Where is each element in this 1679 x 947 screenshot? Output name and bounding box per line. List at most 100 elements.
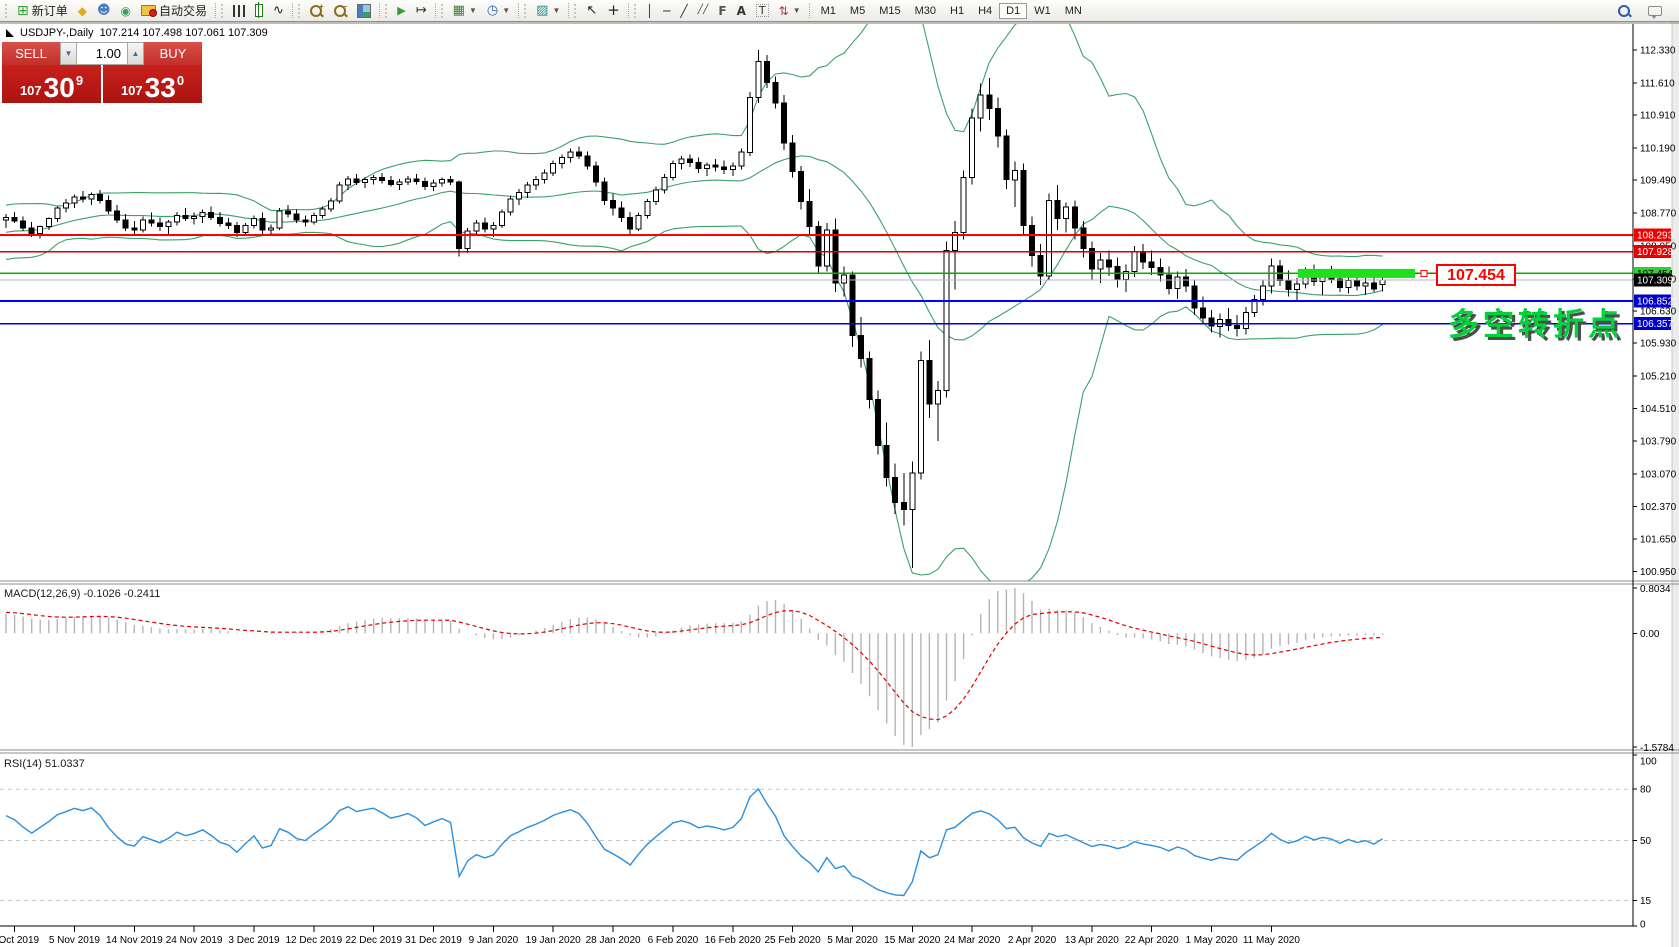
buy-price-pip: 0 [176, 73, 185, 88]
periods-icon: ◷ [486, 3, 499, 18]
price-axis[interactable]: 112.330 111.610 110.910 110.190 109.490 108.7… [1633, 46, 1677, 931]
buy-price-button[interactable]: 107 33 0 [103, 65, 202, 103]
crosshair-button[interactable]: + [602, 0, 625, 21]
chart-shift-icon: ↦ [415, 3, 427, 18]
cursor-button[interactable]: ↖ [581, 0, 602, 21]
timeframe-m30[interactable]: M30 [914, 4, 936, 17]
community-button[interactable]: ☻ [92, 0, 116, 21]
trend-segment[interactable] [1298, 268, 1415, 278]
zoom-out-icon [333, 4, 346, 17]
autotrade-button[interactable]: 自动交易 [136, 0, 212, 21]
gold-icon: ◆ [77, 3, 87, 18]
new-chart-icon: ▦ [452, 3, 465, 18]
toolbar-right-icons [1613, 0, 1667, 21]
svg-text:101.650: 101.650 [1640, 535, 1677, 546]
volume-input[interactable]: 1.00 [77, 42, 127, 65]
svg-text:9 Jan 2020: 9 Jan 2020 [469, 935, 519, 946]
volume-decrease-button[interactable]: ▼ [60, 42, 77, 65]
svg-text:1 May 2020: 1 May 2020 [1185, 935, 1238, 946]
toolbar-search-button[interactable] [1613, 0, 1635, 21]
candle-chart-icon [255, 2, 264, 18]
new-order-button[interactable]: ⊞ 新订单 [12, 0, 73, 21]
candlestick-button[interactable] [250, 0, 268, 21]
svg-text:5 Nov 2019: 5 Nov 2019 [49, 935, 101, 946]
text-label-icon: T [755, 4, 769, 17]
line-chart-button[interactable]: ∿ [268, 0, 289, 21]
timeframe-m5[interactable]: M5 [849, 4, 866, 17]
svg-text:19 Jan 2020: 19 Jan 2020 [526, 935, 581, 946]
sell-price-pip: 9 [75, 73, 84, 88]
chat-icon [1648, 5, 1662, 19]
channel-button[interactable]: ╱╱ [693, 0, 714, 21]
zoom-out-button[interactable]: − [329, 0, 353, 21]
trendline-button[interactable]: ╱ [675, 0, 692, 21]
chart-symbol-period: USDJPY-,Daily [20, 27, 94, 39]
channel-icon: ╱╱ [697, 5, 709, 15]
svg-text:110.190: 110.190 [1640, 144, 1676, 155]
chevron-down-icon: ▼ [552, 6, 561, 15]
svg-text:109.490: 109.490 [1640, 176, 1677, 187]
text-button[interactable]: A [732, 0, 751, 21]
toolbar-grip [221, 3, 225, 18]
buy-price-big: 33 [144, 71, 176, 103]
toolbar-separator [434, 3, 437, 18]
zoom-out-icon-badge: − [342, 2, 348, 11]
toolbar-grip [574, 3, 578, 18]
toolbar-grip [297, 3, 302, 18]
zoom-in-button[interactable]: + [305, 0, 329, 21]
arrows-button[interactable]: ⇅ ▼ [774, 0, 806, 21]
svg-text:102.370: 102.370 [1640, 502, 1677, 513]
svg-text:7 Oct 2019: 7 Oct 2019 [0, 935, 39, 946]
new-chart-button[interactable]: ▦ ▼ [448, 0, 482, 21]
text-label-button[interactable]: T [751, 0, 774, 21]
toolbar-separator [808, 3, 811, 18]
timeframe-h1[interactable]: H1 [950, 4, 965, 17]
tile-windows-icon [357, 3, 372, 18]
gold-button[interactable]: ◆ [73, 0, 92, 21]
one-click-collapse-icon[interactable] [6, 29, 14, 37]
timeframe-h4[interactable]: H4 [978, 4, 993, 17]
chart-canvas[interactable]: 107.454多空转折点多空转折点112.330111.610110.91011… [0, 22, 1679, 947]
toolbar-chat-button[interactable] [1643, 0, 1667, 21]
bar-chart-button[interactable] [228, 0, 250, 21]
rsi-panel [0, 787, 1633, 901]
tile-windows-button[interactable] [352, 0, 376, 21]
svg-text:2 Apr 2020: 2 Apr 2020 [1008, 935, 1057, 946]
auto-scroll-button[interactable]: ▶ [392, 0, 410, 21]
svg-text:-1.5784: -1.5784 [1640, 743, 1674, 754]
svg-text:15 Mar 2020: 15 Mar 2020 [884, 935, 941, 946]
sell-price-button[interactable]: 107 30 9 [2, 65, 101, 103]
panel-borders [0, 22, 1679, 927]
broadcast-button[interactable]: ◉ [116, 0, 136, 21]
zoom-in-icon [309, 4, 322, 17]
text-icon: A [736, 3, 746, 18]
toolbar-separator [518, 3, 520, 18]
vline-icon: │ [645, 3, 654, 18]
vline-button[interactable]: │ [641, 0, 658, 21]
periods-button[interactable]: ◷ ▼ [482, 0, 515, 21]
timeframe-m1[interactable]: M1 [820, 4, 836, 17]
fibonacci-button[interactable]: F [713, 0, 731, 21]
svg-text:107.454: 107.454 [1447, 267, 1505, 284]
chart-shift-button[interactable]: ↦ [411, 0, 432, 21]
toolbar-grip [5, 3, 9, 18]
template-button[interactable]: ▨ ▼ [531, 0, 565, 21]
timeframe-mn[interactable]: MN [1064, 4, 1082, 17]
svg-text:22 Apr 2020: 22 Apr 2020 [1125, 935, 1179, 946]
hline-button[interactable]: ─ [658, 0, 675, 21]
price-callout[interactable]: 107.454 [1415, 264, 1516, 286]
timeframe-d1[interactable]: D1 [999, 2, 1028, 19]
timeframe-m15[interactable]: M15 [879, 4, 901, 17]
toolbar-separator [215, 3, 217, 18]
svg-text:25 Feb 2020: 25 Feb 2020 [765, 935, 822, 946]
svg-text:0.00: 0.00 [1640, 629, 1660, 640]
buy-button[interactable]: BUY [144, 42, 202, 65]
timeframe-w1[interactable]: W1 [1034, 4, 1051, 17]
sell-button[interactable]: SELL [2, 42, 60, 65]
volume-increase-button[interactable]: ▲ [127, 42, 144, 65]
svg-text:22 Dec 2019: 22 Dec 2019 [345, 935, 402, 946]
rsi-indicator-label: RSI(14) 51.0337 [4, 758, 85, 770]
fibonacci-icon: F [718, 3, 727, 18]
